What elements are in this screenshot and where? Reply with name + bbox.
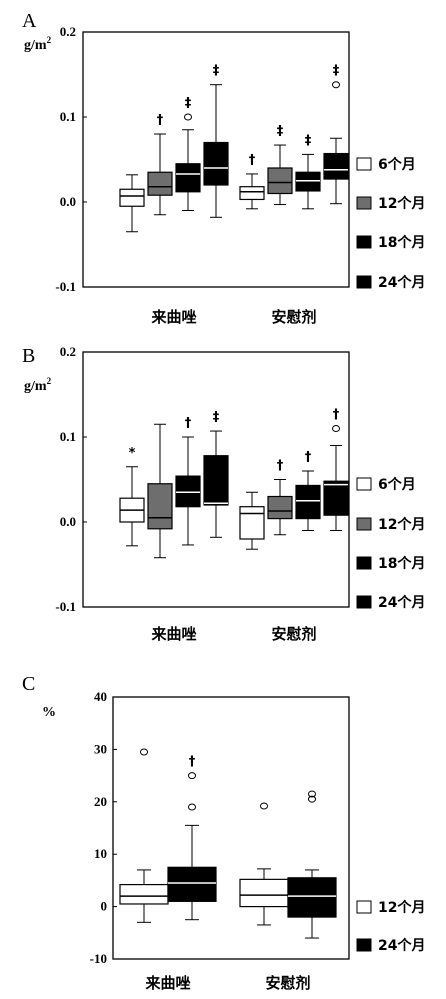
box-12个月-来曲唑	[119, 883, 169, 905]
outlier-point	[332, 425, 340, 432]
category-label: 安慰剂	[265, 974, 310, 992]
outlier-point	[332, 81, 340, 89]
outlier-point	[308, 795, 316, 803]
y-tick-label: 40	[94, 689, 107, 704]
significance-mark: †	[333, 408, 340, 423]
box-18个月-安慰剂	[295, 171, 321, 192]
box-24个月-来曲唑	[203, 141, 229, 186]
legend-label: 12个月	[378, 195, 425, 212]
box-6个月-来曲唑	[119, 188, 145, 207]
significance-mark: †	[305, 450, 312, 465]
panel-c-unit: %	[42, 705, 56, 720]
box-12个月-安慰剂	[267, 167, 293, 195]
legend-swatch	[356, 556, 372, 570]
significance-mark: †	[189, 755, 196, 770]
box-24个月-安慰剂	[323, 480, 349, 516]
box-12个月-来曲唑	[147, 171, 173, 196]
legend-swatch	[356, 477, 372, 491]
box-24个月-来曲唑	[167, 866, 217, 902]
y-tick-label: -0.1	[55, 279, 76, 294]
y-tick-label: 10	[94, 846, 107, 861]
legend-label: 24个月	[378, 594, 425, 611]
legend-swatch	[356, 196, 372, 210]
y-tick-label: 0.2	[60, 24, 76, 39]
significance-mark: †	[185, 416, 192, 431]
panel-b-unit: g/m2	[24, 376, 52, 394]
legend-swatch	[356, 517, 372, 531]
significance-mark: *	[129, 446, 136, 461]
legend-swatch	[356, 157, 372, 171]
box-24个月-来曲唑	[203, 455, 229, 506]
significance-mark: †	[277, 459, 284, 474]
legend-label: 18个月	[378, 555, 425, 572]
y-tick-label: 20	[94, 794, 107, 809]
category-label: 安慰剂	[271, 308, 316, 326]
box-24个月-安慰剂	[323, 152, 349, 180]
panel-c-frame	[112, 696, 350, 960]
box-6个月-安慰剂	[239, 506, 265, 540]
significance-mark: ‡	[185, 96, 192, 111]
y-tick-label: 0	[101, 899, 108, 914]
y-tick-label: -10	[90, 951, 107, 966]
y-tick-label: 0.1	[60, 429, 76, 444]
significance-mark: ‡	[277, 124, 284, 139]
box-18个月-来曲唑	[175, 163, 201, 193]
legend-label: 18个月	[378, 234, 425, 251]
panel-a-frame	[82, 31, 350, 288]
category-label: 安慰剂	[271, 625, 316, 643]
panel-b-plot: -0.1 0.0 0.1 0.2 * † † † ‡ † 来曲唑 安慰剂 6个月 12个月 18个月 24个月	[55, 344, 425, 643]
significance-mark: ‡	[213, 410, 220, 425]
panel-a-plot: -0.1 0.0 0.1 0.2 † † ‡ ‡ ‡ ‡ ‡ 来曲唑 安慰剂 6个月 12个月 18个月 24个…	[55, 24, 425, 326]
y-tick-label: -0.1	[55, 599, 76, 614]
legend-label: 24个月	[378, 274, 425, 291]
box-18个月-来曲唑	[175, 475, 201, 508]
panel-c-plot: -10 0 10 20 30 40 † 来曲唑 安慰剂 12个月 24个月	[90, 689, 426, 992]
outlier-point	[260, 802, 268, 810]
legend-label: 6个月	[378, 476, 416, 493]
significance-mark: ‡	[305, 133, 312, 148]
panel-a-unit: g/m2	[24, 35, 52, 53]
legend-swatch	[356, 235, 372, 249]
legend-label: 12个月	[378, 516, 425, 533]
significance-mark: †	[157, 113, 164, 128]
legend-label: 24个月	[378, 937, 425, 954]
legend-swatch	[356, 595, 372, 609]
significance-mark: †	[249, 153, 256, 168]
y-tick-label: 0.1	[60, 109, 76, 124]
category-label: 来曲唑	[150, 625, 196, 643]
legend-swatch	[356, 900, 372, 914]
y-tick-label: 0.0	[60, 514, 76, 529]
box-6个月-安慰剂	[239, 186, 265, 201]
legend-label: 6个月	[378, 156, 416, 173]
category-label: 来曲唑	[144, 974, 190, 992]
outlier-point	[184, 113, 192, 121]
legend-label: 12个月	[378, 899, 425, 916]
panel-b-letter: B	[22, 345, 35, 367]
significance-mark: ‡	[213, 64, 220, 79]
box-12个月-安慰剂	[267, 495, 293, 520]
outlier-point	[188, 803, 196, 811]
significance-mark: ‡	[333, 64, 340, 79]
y-tick-label: 0.0	[60, 194, 76, 209]
box-18个月-安慰剂	[295, 484, 321, 520]
box-12个月-来曲唑	[147, 483, 173, 530]
y-tick-label: 30	[94, 741, 107, 756]
panel-c-letter: C	[22, 673, 35, 695]
legend-swatch	[356, 938, 372, 952]
panel-b-frame	[82, 351, 350, 608]
outlier-point	[188, 772, 196, 780]
outlier-point	[308, 790, 316, 798]
category-label: 来曲唑	[150, 308, 196, 326]
y-tick-label: 0.2	[60, 344, 76, 359]
panel-a-letter: A	[22, 10, 37, 32]
box-24个月-安慰剂	[287, 877, 337, 918]
outlier-point	[140, 748, 148, 756]
box-12个月-安慰剂	[239, 878, 289, 908]
legend-swatch	[356, 275, 372, 289]
